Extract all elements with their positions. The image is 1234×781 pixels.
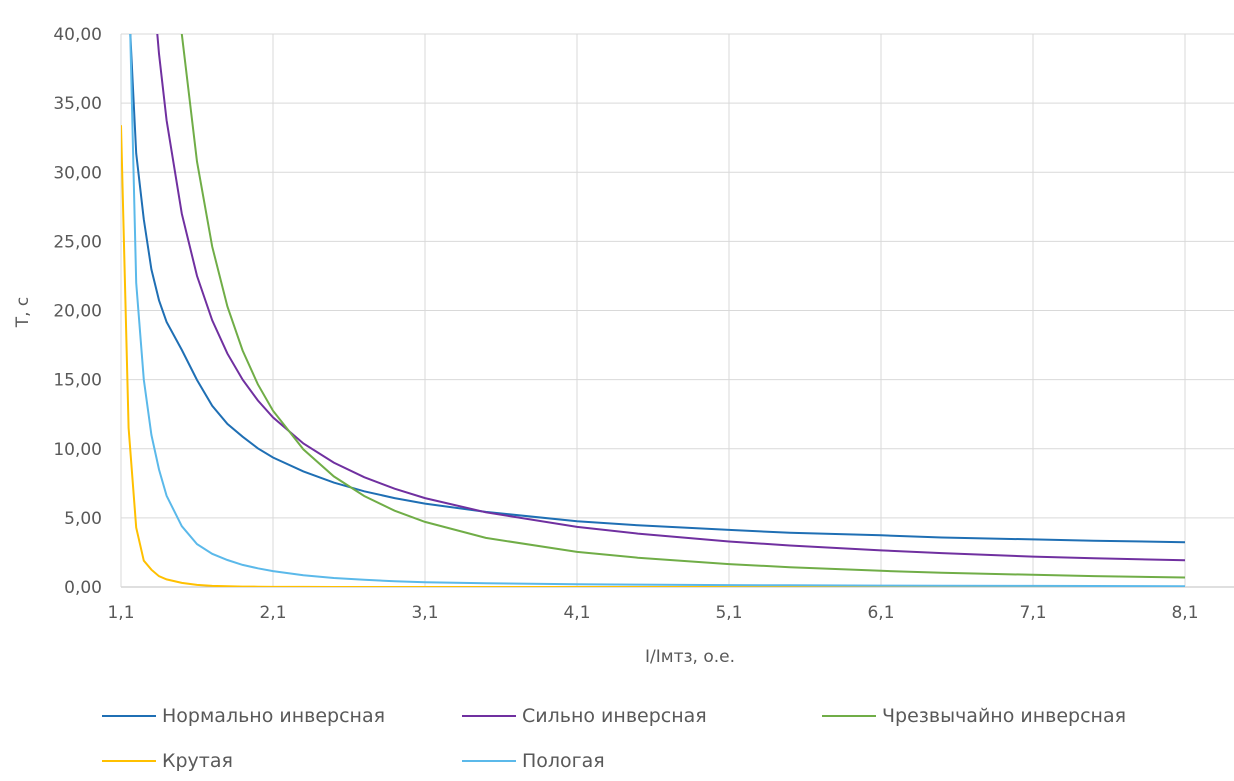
y-tick-label: 15,00: [53, 371, 102, 391]
legend-item: Сильно инверсная: [462, 705, 707, 727]
y-tick-label: 10,00: [53, 440, 102, 460]
x-tick-label: 7,1: [1019, 603, 1046, 623]
legend-label: Чрезвычайно инверсная: [882, 705, 1126, 727]
y-tick-label: 0,00: [64, 578, 102, 598]
y-tick-label: 20,00: [53, 302, 102, 322]
y-tick-label: 25,00: [53, 232, 102, 252]
y-tick-label: 5,00: [64, 509, 102, 529]
grid: [120, 33, 1234, 588]
y-tick-label: 40,00: [53, 25, 102, 45]
legend-label: Сильно инверсная: [522, 705, 707, 727]
x-tick-label: 3,1: [411, 603, 438, 623]
y-tick-label: 30,00: [53, 163, 102, 183]
series-line-5: [129, 34, 1186, 587]
legend: Нормально инверсная Сильно инверсная Чрезв…: [102, 705, 1126, 772]
x-axis-title: I/Iмтз, о.е.: [645, 647, 735, 667]
x-tick-label: 6,1: [867, 603, 894, 623]
y-tick-label: 35,00: [53, 94, 102, 114]
legend-item: Нормально инверсная: [102, 705, 385, 727]
legend-label: Пологая: [522, 750, 605, 772]
x-tick-label: 2,1: [259, 603, 286, 623]
series-line-3: [180, 34, 1186, 579]
series-layer: [121, 34, 1186, 587]
series-line-2: [156, 34, 1186, 562]
x-tick-label: 1,1: [107, 603, 134, 623]
legend-label: Нормально инверсная: [162, 705, 385, 727]
legend-item: Пологая: [462, 750, 605, 772]
legend-item: Крутая: [102, 750, 233, 772]
axes: 0,00 5,00 10,00 15,00 20,00 25,00 30,00 35,00 40…: [53, 25, 1198, 623]
y-axis-title: T, c: [13, 297, 33, 329]
x-tick-label: 5,1: [715, 603, 742, 623]
series-line-1: [129, 34, 1186, 544]
series-line-4: [121, 125, 1185, 587]
legend-label: Крутая: [162, 750, 233, 772]
x-tick-label: 8,1: [1171, 603, 1198, 623]
legend-item: Чрезвычайно инверсная: [822, 705, 1126, 727]
x-tick-label: 4,1: [563, 603, 590, 623]
